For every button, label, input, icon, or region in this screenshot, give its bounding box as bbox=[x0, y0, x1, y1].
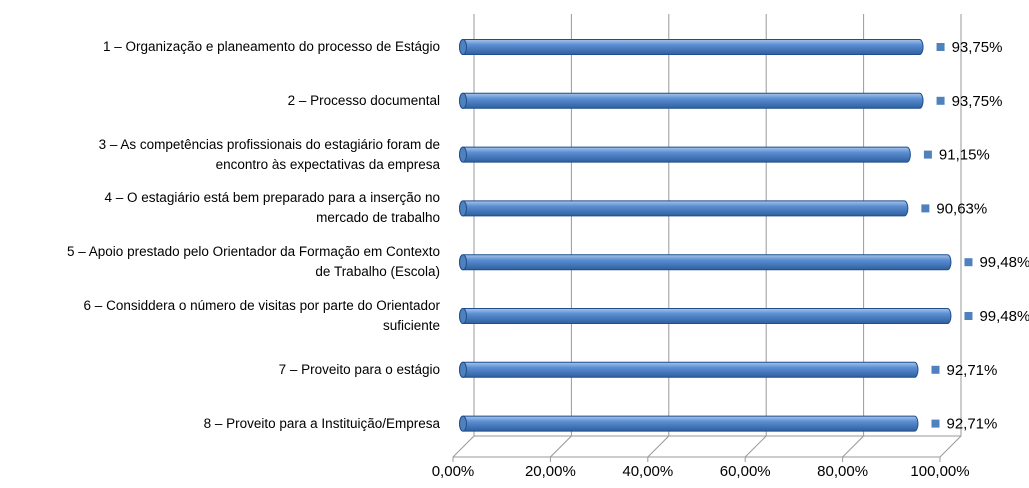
bar-cap bbox=[459, 361, 467, 378]
bar-cap bbox=[459, 39, 467, 55]
value-label: 91,15% bbox=[939, 147, 990, 164]
grid-line bbox=[452, 14, 475, 458]
bar-cap bbox=[459, 308, 467, 324]
bar bbox=[459, 361, 919, 378]
value-label: 99,48% bbox=[979, 254, 1029, 271]
bar-cap bbox=[459, 146, 467, 163]
label-marker bbox=[936, 43, 945, 51]
bar bbox=[459, 308, 952, 324]
value-label: 92,71% bbox=[946, 416, 997, 433]
grid-line bbox=[550, 14, 572, 458]
x-tick-label: 100,00% bbox=[910, 463, 969, 480]
bar-cap bbox=[459, 92, 467, 109]
category-label: 3 – As competências profissionais do est… bbox=[98, 136, 440, 172]
category-label: 2 – Processo documental bbox=[287, 92, 440, 108]
bar bbox=[459, 254, 952, 271]
bar bbox=[459, 415, 919, 432]
label-marker bbox=[921, 204, 930, 213]
label-marker bbox=[923, 150, 932, 159]
label-marker bbox=[964, 258, 973, 267]
x-tick-label: 40,00% bbox=[622, 463, 673, 480]
category-label: 8 – Proveito para a Instituição/Empresa bbox=[203, 415, 440, 431]
grid-line bbox=[939, 14, 962, 458]
bar bbox=[459, 39, 924, 55]
bar bbox=[459, 92, 924, 109]
category-label: 5 – Apoio prestado pelo Orientador da Fo… bbox=[67, 244, 440, 280]
bar-cap bbox=[459, 254, 467, 271]
bar-cap bbox=[459, 415, 467, 432]
category-label: 7 – Proveito para o estágio bbox=[278, 361, 440, 377]
label-marker bbox=[936, 96, 945, 105]
x-tick-label: 20,00% bbox=[525, 463, 576, 480]
category-label: 1 – Organização e planeamento do process… bbox=[103, 39, 440, 54]
value-label: 90,63% bbox=[936, 200, 987, 217]
value-label: 99,48% bbox=[979, 308, 1029, 325]
value-label: 93,75% bbox=[952, 93, 1003, 110]
value-label: 93,75% bbox=[952, 39, 1003, 56]
x-tick-label: 80,00% bbox=[817, 463, 868, 480]
value-label: 92,71% bbox=[946, 362, 997, 379]
bar-cap bbox=[459, 200, 467, 217]
bar bbox=[459, 200, 909, 217]
grid-line bbox=[744, 14, 767, 458]
category-label: 4 – O estagiário está bem preparado para… bbox=[104, 190, 440, 226]
label-marker bbox=[931, 365, 940, 374]
bar bbox=[459, 146, 911, 163]
x-tick-label: 60,00% bbox=[720, 463, 771, 480]
grid-line bbox=[842, 14, 865, 458]
x-tick-label: 0,00% bbox=[432, 463, 475, 480]
label-marker bbox=[964, 312, 973, 320]
label-marker bbox=[931, 419, 940, 428]
grid-line bbox=[647, 14, 670, 458]
category-label: 6 – Considdera o número de visitas por p… bbox=[83, 298, 440, 333]
